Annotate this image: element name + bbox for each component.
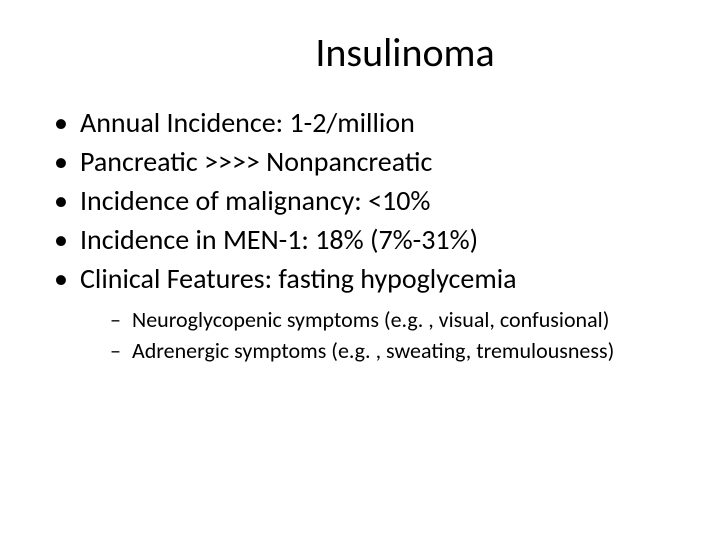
sub-list-item: Neuroglycopenic symptoms (e.g. , visual,… xyxy=(110,306,680,335)
bullet-list: Annual Incidence: 1-2/million Pancreatic… xyxy=(40,105,680,365)
list-item-text: Incidence of malignancy: <10% xyxy=(80,183,430,218)
list-item: Annual Incidence: 1-2/million xyxy=(50,105,680,140)
list-item-text: Incidence in MEN-1: 18% (7%-31%) xyxy=(80,222,478,257)
list-item: Incidence in MEN-1: 18% (7%-31%) xyxy=(50,222,680,257)
sub-bullet-list: Neuroglycopenic symptoms (e.g. , visual,… xyxy=(80,306,680,365)
list-item-text: Clinical Features: fasting hypoglycemia xyxy=(80,261,517,296)
slide: Insulinoma Annual Incidence: 1-2/million… xyxy=(0,0,720,540)
list-item: Pancreatic >>>> Nonpancreatic xyxy=(50,144,680,179)
list-item: Incidence of malignancy: <10% xyxy=(50,183,680,218)
sub-list-item: Adrenergic symptoms (e.g. , sweating, tr… xyxy=(110,337,680,366)
list-item-text: Pancreatic >>>> Nonpancreatic xyxy=(80,144,432,179)
sub-list-item-text: Neuroglycopenic symptoms (e.g. , visual,… xyxy=(132,306,609,333)
list-item-text: Annual Incidence: 1-2/million xyxy=(80,105,415,140)
slide-title: Insulinoma xyxy=(40,28,680,77)
list-item: Clinical Features: fasting hypoglycemia … xyxy=(50,261,680,365)
sub-list-item-text: Adrenergic symptoms (e.g. , sweating, tr… xyxy=(132,337,614,364)
